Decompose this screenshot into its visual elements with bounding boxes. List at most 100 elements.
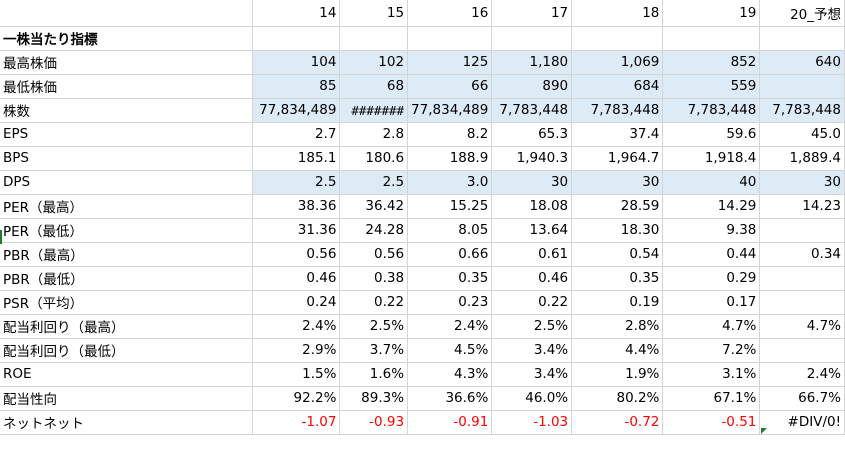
data-cell[interactable]: 4.7%: [662, 314, 761, 339]
data-cell[interactable]: 0.22: [491, 290, 573, 315]
data-cell[interactable]: -0.51: [662, 410, 761, 435]
data-cell[interactable]: 2.7: [252, 122, 341, 147]
data-cell[interactable]: 8.2: [407, 122, 493, 147]
row-label[interactable]: BPS: [0, 146, 253, 171]
data-cell[interactable]: 0.54: [571, 242, 664, 267]
data-cell[interactable]: 0.22: [339, 290, 409, 315]
data-cell[interactable]: 28.59: [571, 194, 664, 219]
data-cell[interactable]: 0.38: [339, 266, 409, 291]
data-cell[interactable]: 4.3%: [407, 362, 493, 387]
row-label[interactable]: ネットネット: [0, 410, 253, 435]
data-cell[interactable]: 31.36: [252, 218, 341, 243]
data-cell[interactable]: 80.2%: [571, 386, 664, 411]
data-cell[interactable]: 15.25: [407, 194, 493, 219]
row-label[interactable]: PBR（最低）: [0, 266, 253, 291]
row-label[interactable]: 最高株価: [0, 50, 253, 75]
column-header-3[interactable]: 16: [407, 0, 493, 27]
empty-cell[interactable]: [662, 26, 761, 51]
data-cell[interactable]: 85: [252, 74, 341, 99]
data-cell[interactable]: 1,918.4: [662, 146, 761, 171]
data-cell[interactable]: 7,783,448: [662, 98, 761, 123]
data-cell[interactable]: 40: [662, 170, 761, 195]
data-cell[interactable]: 890: [491, 74, 573, 99]
data-cell[interactable]: 2.4%: [759, 362, 845, 387]
data-cell[interactable]: 46.0%: [491, 386, 573, 411]
data-cell[interactable]: 92.2%: [252, 386, 341, 411]
data-cell[interactable]: 1,180: [491, 50, 573, 75]
data-cell[interactable]: -0.91: [407, 410, 493, 435]
data-cell[interactable]: [759, 218, 845, 243]
data-cell[interactable]: 852: [662, 50, 761, 75]
data-cell[interactable]: 185.1: [252, 146, 341, 171]
data-cell[interactable]: 0.35: [407, 266, 493, 291]
section-title[interactable]: 一株当たり指標: [0, 26, 253, 51]
row-label[interactable]: DPS: [0, 170, 253, 195]
data-cell[interactable]: 89.3%: [339, 386, 409, 411]
data-cell[interactable]: 36.42: [339, 194, 409, 219]
data-cell[interactable]: 14.23: [759, 194, 845, 219]
data-cell[interactable]: 0.17: [662, 290, 761, 315]
data-cell[interactable]: 1,889.4: [759, 146, 845, 171]
data-cell[interactable]: 65.3: [491, 122, 573, 147]
data-cell[interactable]: 2.9%: [252, 338, 341, 363]
data-cell[interactable]: 66: [407, 74, 493, 99]
data-cell[interactable]: 2.5%: [339, 314, 409, 339]
data-cell[interactable]: 1,940.3: [491, 146, 573, 171]
row-label[interactable]: EPS: [0, 122, 253, 147]
data-cell[interactable]: 0.35: [571, 266, 664, 291]
data-cell[interactable]: 180.6: [339, 146, 409, 171]
row-label[interactable]: 配当性向: [0, 386, 253, 411]
data-cell[interactable]: [759, 266, 845, 291]
data-cell[interactable]: 125: [407, 50, 493, 75]
data-cell[interactable]: 7.2%: [662, 338, 761, 363]
data-cell[interactable]: 66.7%: [759, 386, 845, 411]
column-header-4[interactable]: 17: [491, 0, 573, 27]
data-cell[interactable]: 3.1%: [662, 362, 761, 387]
data-cell[interactable]: 3.7%: [339, 338, 409, 363]
data-cell[interactable]: 1.5%: [252, 362, 341, 387]
data-cell[interactable]: 8.05: [407, 218, 493, 243]
column-header-2[interactable]: 15: [339, 0, 409, 27]
data-cell[interactable]: 77,834,489: [252, 98, 341, 123]
data-cell[interactable]: [759, 290, 845, 315]
data-cell[interactable]: 0.56: [252, 242, 341, 267]
data-cell[interactable]: 2.8%: [571, 314, 664, 339]
row-label[interactable]: PER（最低）: [0, 218, 253, 243]
data-cell[interactable]: 2.5: [339, 170, 409, 195]
data-cell[interactable]: -1.03: [491, 410, 573, 435]
data-cell[interactable]: 7,783,448: [491, 98, 573, 123]
data-cell[interactable]: 2.4%: [407, 314, 493, 339]
row-label[interactable]: 最低株価: [0, 74, 253, 99]
row-label[interactable]: ROE: [0, 362, 253, 387]
data-cell[interactable]: 102: [339, 50, 409, 75]
data-cell[interactable]: 0.46: [491, 266, 573, 291]
data-cell[interactable]: 18.08: [491, 194, 573, 219]
data-cell[interactable]: #DIV/0!: [759, 410, 845, 435]
data-cell[interactable]: 59.6: [662, 122, 761, 147]
data-cell[interactable]: [759, 74, 845, 99]
data-cell[interactable]: 24.28: [339, 218, 409, 243]
data-cell[interactable]: [759, 338, 845, 363]
data-cell[interactable]: -0.72: [571, 410, 664, 435]
column-header-7[interactable]: 20_予想: [759, 0, 845, 27]
data-cell[interactable]: 30: [571, 170, 664, 195]
data-cell[interactable]: 30: [491, 170, 573, 195]
data-cell[interactable]: 45.0: [759, 122, 845, 147]
data-cell[interactable]: 14.29: [662, 194, 761, 219]
data-cell[interactable]: 13.64: [491, 218, 573, 243]
data-cell[interactable]: 559: [662, 74, 761, 99]
data-cell[interactable]: 0.46: [252, 266, 341, 291]
row-label[interactable]: 配当利回り（最低）: [0, 338, 253, 363]
data-cell[interactable]: 2.5%: [491, 314, 573, 339]
data-cell[interactable]: 0.66: [407, 242, 493, 267]
data-cell[interactable]: 9.38: [662, 218, 761, 243]
empty-cell[interactable]: [339, 26, 409, 51]
empty-cell[interactable]: [759, 26, 845, 51]
data-cell[interactable]: 3.4%: [491, 362, 573, 387]
row-label[interactable]: PER（最高）: [0, 194, 253, 219]
data-cell[interactable]: 0.23: [407, 290, 493, 315]
data-cell[interactable]: 4.7%: [759, 314, 845, 339]
data-cell[interactable]: 68: [339, 74, 409, 99]
data-cell[interactable]: 1.9%: [571, 362, 664, 387]
data-cell[interactable]: 0.19: [571, 290, 664, 315]
